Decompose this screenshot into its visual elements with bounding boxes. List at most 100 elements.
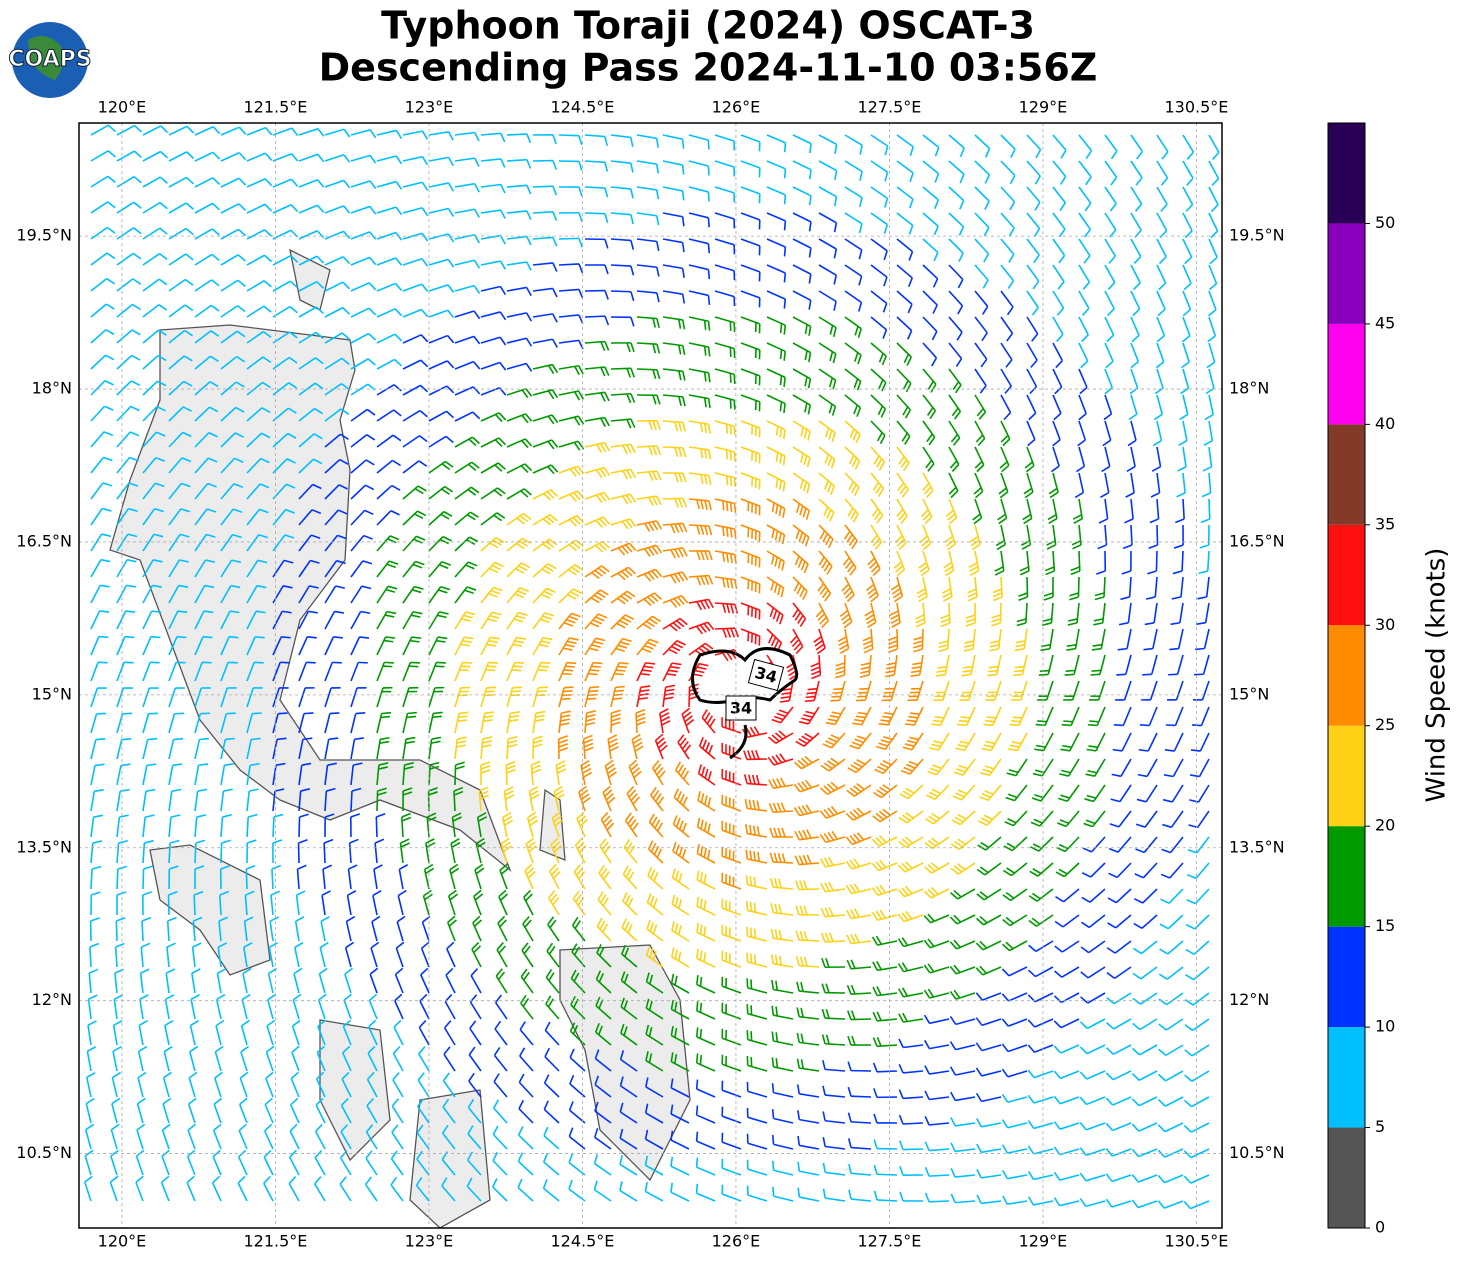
barb-flag — [252, 713, 261, 714]
barb-flag — [1065, 674, 1074, 675]
barb-flag — [785, 221, 786, 230]
barb-flag — [304, 713, 313, 714]
barb-staff — [376, 817, 377, 837]
barb-staff — [1157, 525, 1158, 545]
barb-flag — [407, 713, 416, 714]
barb-flag — [806, 697, 815, 698]
barb-flag — [784, 299, 785, 308]
barb-staff — [221, 843, 222, 863]
barb-flag — [409, 666, 418, 667]
barb-staff — [1183, 499, 1184, 519]
barb-flag — [489, 662, 498, 663]
barb-flag — [781, 350, 782, 359]
barb-flag — [513, 666, 522, 667]
barb-flag — [785, 247, 786, 256]
barb-flag — [640, 674, 649, 675]
barb-flag — [1140, 725, 1149, 726]
barb-staff — [689, 525, 709, 526]
barb-flag — [225, 738, 234, 739]
barb-flag — [278, 713, 287, 714]
barb-staff — [429, 765, 430, 785]
barb-flag — [564, 670, 573, 671]
barb-flag — [1040, 671, 1049, 672]
barb-flag — [515, 662, 524, 663]
barb-flag — [1088, 725, 1097, 726]
barb-flag — [125, 637, 134, 638]
barb-staff — [559, 264, 579, 265]
barb-flag — [833, 689, 842, 690]
barb-flag — [734, 452, 735, 461]
barb-flag — [734, 400, 735, 409]
barb-flag — [174, 739, 183, 740]
barb-flag — [780, 402, 781, 411]
barb-flag — [1036, 725, 1045, 726]
barb-flag — [644, 667, 653, 668]
barb-flag — [407, 716, 416, 717]
barb-staff — [611, 265, 631, 266]
barb-flag — [708, 166, 709, 175]
barb-flag — [709, 321, 710, 330]
barb-flag — [1062, 725, 1071, 726]
barb-flag — [565, 666, 574, 667]
barb-staff — [91, 869, 92, 889]
barb-flag — [330, 713, 339, 714]
barb-flag — [410, 662, 419, 663]
barb-staff — [1156, 551, 1157, 571]
barb-staff — [455, 765, 456, 785]
barb-flag — [785, 195, 786, 204]
barb-flag — [614, 674, 623, 675]
barb-flag — [708, 140, 709, 149]
barb-staff — [299, 817, 300, 837]
barb-flag — [1066, 671, 1075, 672]
barb-flag — [1114, 725, 1123, 726]
negros — [410, 1090, 490, 1228]
barb-flag — [1063, 721, 1072, 722]
barb-flag — [96, 739, 105, 740]
barb-flag — [590, 687, 599, 688]
barb-flag — [561, 699, 570, 700]
barb-flag — [538, 687, 547, 688]
barb-staff — [663, 447, 683, 448]
barb-flag — [731, 477, 732, 486]
barb-flag — [708, 244, 709, 253]
barb-flag — [255, 637, 264, 638]
barb-flag — [731, 502, 732, 511]
barb-staff — [585, 316, 605, 317]
barb-staff — [585, 213, 605, 214]
barb-flag — [1037, 721, 1046, 722]
barb-staff — [272, 869, 273, 889]
barb-flag — [381, 717, 390, 718]
barb-flag — [985, 721, 994, 722]
barb-flag — [333, 637, 342, 638]
barb-staff — [143, 869, 144, 889]
barb-staff — [351, 791, 352, 811]
barb-flag — [541, 663, 550, 664]
barb-flag — [645, 663, 654, 664]
barb-flag — [957, 724, 966, 725]
barb-staff — [611, 713, 612, 733]
barb-staff — [533, 739, 534, 759]
barb-flag — [432, 716, 441, 717]
barb-staff — [195, 843, 196, 863]
barb-flag — [723, 501, 724, 510]
barb-staff — [1104, 577, 1105, 597]
barb-staff — [1078, 577, 1079, 597]
barb-flag — [229, 637, 238, 638]
barb-staff — [324, 843, 325, 863]
barb-flag — [727, 450, 728, 459]
barb-flag — [831, 696, 840, 697]
barb-flag — [1166, 725, 1175, 726]
barb-flag — [567, 663, 576, 664]
barb-flag — [907, 720, 916, 721]
barb-flag — [1116, 674, 1125, 675]
barb-flag — [1013, 674, 1022, 675]
barb-flag — [462, 662, 471, 663]
barb-flag — [436, 662, 445, 663]
barb-flag — [962, 671, 971, 672]
barb-flag — [746, 875, 747, 884]
barb-flag — [727, 502, 728, 511]
barb-flag — [987, 717, 996, 718]
barb-flag — [708, 192, 709, 201]
barb-flag — [618, 666, 627, 667]
barb-flag — [589, 691, 598, 692]
